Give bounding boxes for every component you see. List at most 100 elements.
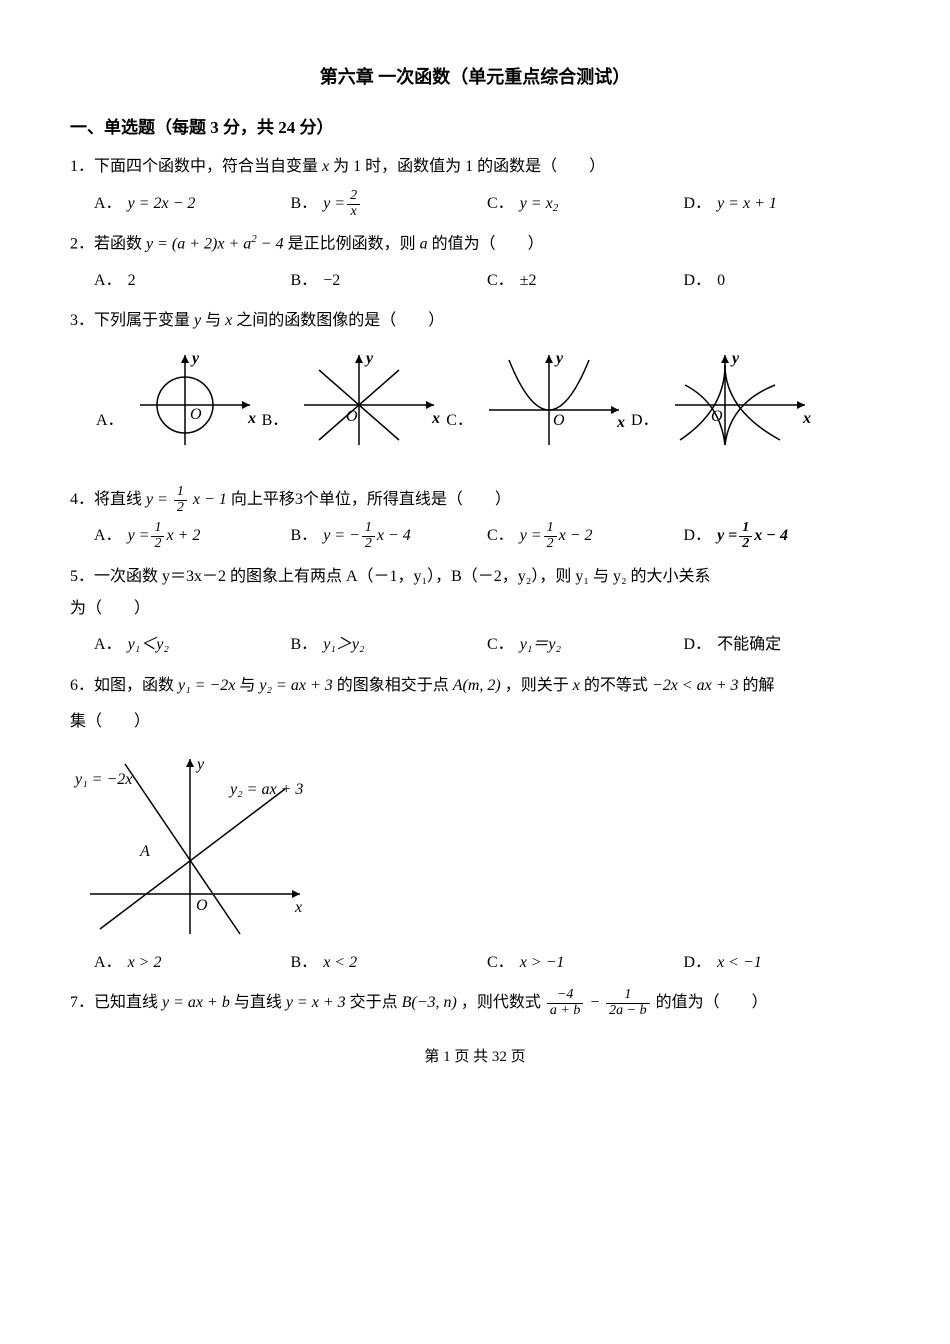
q4-D-frac: 12 (739, 521, 752, 551)
q4-D-label: D． (684, 521, 712, 551)
q1-C-pre: y = x (520, 189, 553, 219)
q2-optB[interactable]: B．−2 (291, 266, 488, 296)
q6-x: x (573, 677, 580, 694)
svg-text:y: y (364, 350, 374, 367)
q4-D-post: x − 4 (754, 521, 788, 551)
q4-num: 1 (174, 485, 187, 501)
q4-optD[interactable]: D． y = 12 x − 4 (684, 521, 881, 551)
q2-optC[interactable]: C．±2 (487, 266, 684, 296)
q5-C-label: C． (487, 630, 514, 660)
q3-graphD-icon: O x y (665, 345, 815, 455)
question-2: 2．若函数 y = (a + 2)x + a2 − 4 是正比例函数，则 a 的… (70, 229, 880, 260)
q1-D-expr: y = x + 1 (717, 189, 777, 219)
q7-end: 的值为（ ） (656, 994, 768, 1011)
q5-B-label: B． (291, 630, 318, 660)
svg-text:y: y (554, 350, 564, 367)
q4-B-pre: y = − (323, 521, 360, 551)
svg-text:O: O (190, 406, 202, 423)
q3-x: x (225, 312, 232, 329)
q1-B-den: x (347, 205, 360, 220)
q2-optA[interactable]: A．2 (94, 266, 291, 296)
q5-optC[interactable]: C．y₁＝y₂ (487, 630, 684, 660)
q6-stem2: 集（ ） (70, 713, 150, 730)
q5-D: 不能确定 (717, 630, 781, 660)
q5-optD[interactable]: D．不能确定 (684, 630, 881, 660)
q2-C-label: C． (487, 266, 514, 296)
q3-graphB-icon: O x y (294, 345, 444, 455)
q6-optD[interactable]: D．x < −1 (684, 948, 881, 978)
q7-frac2: 1 2a − b (606, 988, 649, 1018)
q6-optB[interactable]: B．x < 2 (291, 948, 488, 978)
q2-pre: 2．若函数 (70, 236, 142, 253)
q6-options: A．x > 2 B．x < 2 C．x > −1 D．x < −1 (94, 948, 880, 978)
q4-C-pre: y = (520, 521, 542, 551)
svg-text:y₁ = −2x: y₁ = −2x (73, 771, 132, 788)
q4-B-label: B． (291, 521, 318, 551)
question-5: 5．一次函数 y＝3x－2 的图象上有两点 A（－1，y₁），B（－2，y₂），… (70, 562, 880, 592)
q4-optA[interactable]: A． y = 12 x + 2 (94, 521, 291, 551)
q2-fn-post: − 4 (257, 236, 284, 253)
q1-v1: 1 (353, 158, 361, 175)
q3-optD[interactable]: D． O x y (629, 345, 815, 455)
q4-C-post: x − 2 (559, 521, 593, 551)
q1-optB[interactable]: B． y = 2 x (291, 189, 488, 219)
q1-C-label: C． (487, 189, 514, 219)
q6-C-label: C． (487, 948, 514, 978)
q4-frac: 1 2 (174, 485, 187, 515)
q1-end: 的函数是（ ） (477, 158, 605, 175)
q1-B-label: B． (291, 189, 318, 219)
page-footer: 第 1 页 共 32 页 (70, 1043, 880, 1072)
q5-A-label: A． (94, 630, 122, 660)
q4-B-frac: 12 (362, 521, 375, 551)
svg-text:O: O (196, 897, 208, 914)
q3-B-label: B． (262, 406, 289, 436)
q4-shift: 3 (295, 491, 303, 508)
q3-C-label: C． (446, 406, 473, 436)
q2-options: A．2 B．−2 C．±2 D．0 (94, 266, 880, 296)
q4-optC[interactable]: C． y = 12 x − 2 (487, 521, 684, 551)
q4-pre: 4．将直线 (70, 491, 142, 508)
q6-optA[interactable]: A．x > 2 (94, 948, 291, 978)
q3-optA[interactable]: A． O x y (94, 345, 260, 455)
q6-A-label: A． (94, 948, 122, 978)
q6-ineq: −2x < ax + 3 (652, 677, 739, 694)
q4-den: 2 (174, 501, 187, 516)
q3-graph-options: A． O x y B． O x y C． (94, 345, 880, 455)
q7-f2: y = x + 3 (286, 994, 346, 1011)
q6-B: x < 2 (323, 948, 357, 978)
q1-A-label: A． (94, 189, 122, 219)
q4-C-den: 2 (544, 537, 557, 552)
svg-text:O: O (711, 408, 723, 425)
q2-A-label: A． (94, 266, 122, 296)
q1-B-pre: y = (323, 189, 345, 219)
q6-D-label: D． (684, 948, 712, 978)
q4-B-num: 1 (362, 521, 375, 537)
q4-fn-pre: y = (146, 491, 168, 508)
q7-pre: 7．已知直线 (70, 994, 158, 1011)
q5-optA[interactable]: A．y₁＜y₂ (94, 630, 291, 660)
q2-B: −2 (323, 266, 340, 296)
q3-optB[interactable]: B． O x y (260, 345, 445, 455)
q7-fr2-num: 1 (606, 988, 649, 1004)
q1-mid1: 为 (333, 158, 349, 175)
section-heading: 一、单选题（每题 3 分，共 24 分） (70, 112, 880, 144)
q1-optD[interactable]: D． y = x + 1 (684, 189, 881, 219)
q6-pt: A(m, 2) (453, 677, 501, 694)
q6-mid3: ，则关于 (505, 677, 569, 694)
q6-B-label: B． (291, 948, 318, 978)
q6-pre: 6．如图，函数 (70, 677, 174, 694)
q2-optD[interactable]: D．0 (684, 266, 881, 296)
q6-optC[interactable]: C．x > −1 (487, 948, 684, 978)
q2-fn-pre: y = (a + 2)x + a (146, 236, 251, 253)
q3-graphC-icon: O x y (479, 345, 629, 455)
q1-optC[interactable]: C． y = x2 (487, 189, 684, 219)
q4-C-num: 1 (544, 521, 557, 537)
svg-text:x: x (247, 410, 256, 427)
q3-optC[interactable]: C． O x y (444, 345, 629, 455)
q5-options: A．y₁＜y₂ B．y₁＞y₂ C．y₁＝y₂ D．不能确定 (94, 630, 880, 660)
q7-mid3: ，则代数式 (461, 994, 541, 1011)
q4-optB[interactable]: B． y = − 12 x − 4 (291, 521, 488, 551)
q1-optA[interactable]: A． y = 2x − 2 (94, 189, 291, 219)
svg-text:x: x (616, 414, 625, 431)
q5-optB[interactable]: B．y₁＞y₂ (291, 630, 488, 660)
